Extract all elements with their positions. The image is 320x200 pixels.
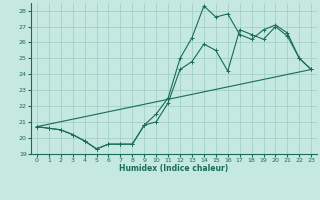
- X-axis label: Humidex (Indice chaleur): Humidex (Indice chaleur): [119, 164, 229, 173]
